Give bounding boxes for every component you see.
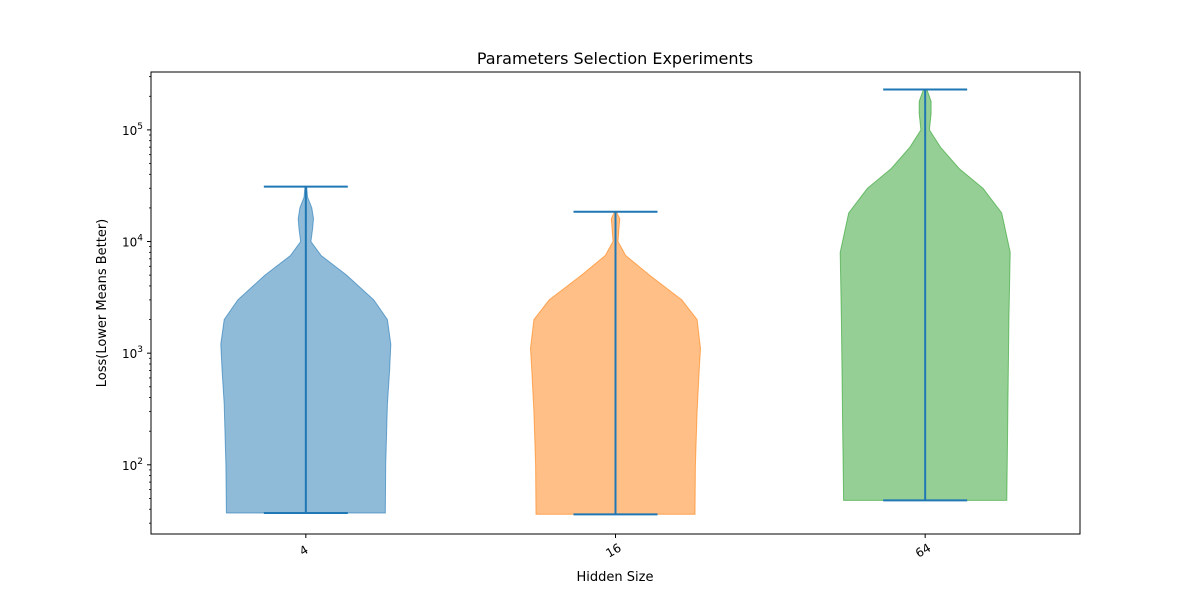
y-tick-label: 103 — [122, 345, 143, 361]
violins-layer — [220, 88, 1011, 516]
y-axis-label: Loss(Lower Means Better) — [95, 219, 110, 388]
y-tick-exponent: 3 — [137, 345, 143, 355]
y-tick-label: 105 — [122, 122, 143, 138]
x-tick-label: 16 — [603, 541, 623, 561]
chart-title: Parameters Selection Experiments — [477, 49, 753, 68]
x-axis-ticks: 4 16 64 — [297, 534, 933, 560]
x-axis-label: Hidden Size — [577, 570, 654, 585]
y-tick-base: 10 — [122, 459, 137, 473]
y-tick-base: 10 — [122, 347, 137, 361]
y-tick-base: 10 — [122, 124, 137, 138]
y-tick-exponent: 5 — [137, 122, 143, 132]
y-tick-base: 10 — [122, 236, 137, 250]
x-tick-label: 64 — [913, 541, 933, 561]
y-tick-label: 104 — [122, 234, 143, 250]
plot-frame — [150, 71, 1081, 535]
y-tick-exponent: 2 — [137, 457, 143, 467]
y-tick-label: 102 — [122, 457, 143, 473]
y-tick-exponent: 4 — [137, 234, 143, 244]
